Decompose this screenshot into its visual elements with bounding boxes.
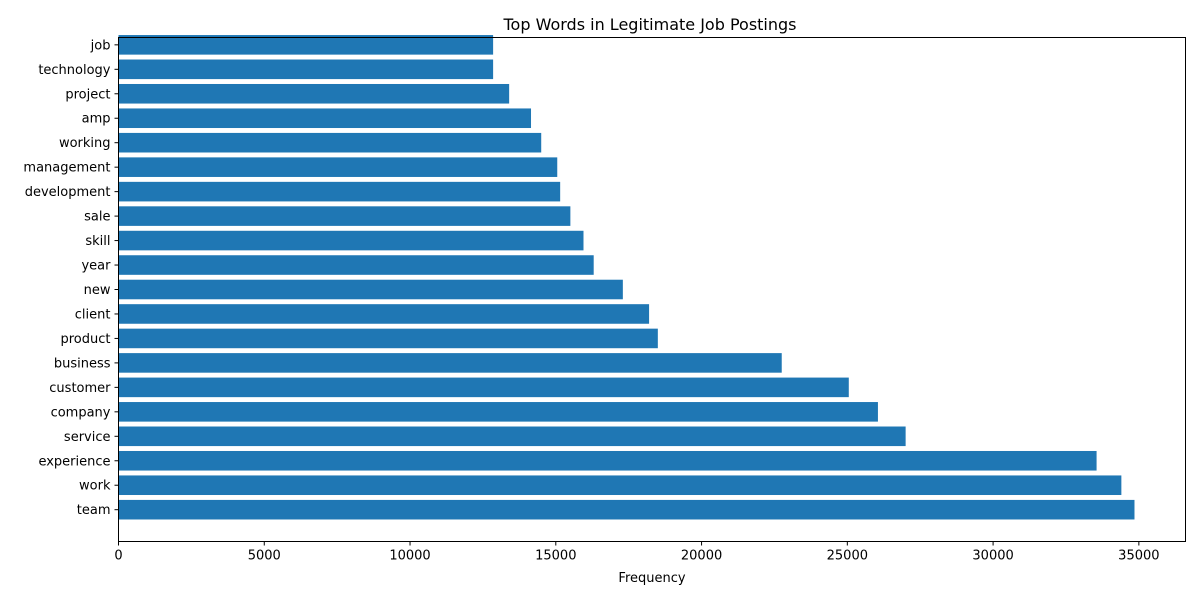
y-tick-label: team <box>77 503 111 518</box>
bar-technology <box>118 59 494 80</box>
y-tick-label: business <box>54 356 111 371</box>
x-axis-ticks: 0 5000 10000 15000 20000 25000 30000 35000 <box>114 541 1160 564</box>
y-tick-label: work <box>79 479 111 494</box>
y-tick-label: management <box>23 161 110 176</box>
y-tick-label: skill <box>85 234 110 249</box>
bar-job <box>118 35 494 55</box>
y-tick-label: amp <box>82 112 111 127</box>
bar-experience <box>118 450 1097 471</box>
bars-group <box>118 35 1135 520</box>
bar-amp <box>118 108 532 129</box>
bar-new <box>118 279 623 300</box>
x-tick-label: 0 <box>114 549 122 564</box>
x-tick-label: 30000 <box>972 549 1013 564</box>
y-tick-label: year <box>81 259 111 274</box>
x-axis-title: Frequency <box>618 571 685 586</box>
bar-client <box>118 304 650 324</box>
y-tick-label: project <box>65 87 110 102</box>
bar-service <box>118 426 906 447</box>
y-tick-label: product <box>60 332 110 347</box>
bar-development <box>118 181 561 202</box>
bar-year <box>118 255 594 275</box>
bar-management <box>118 157 558 177</box>
bar-customer <box>118 377 849 398</box>
x-tick-label: 15000 <box>535 549 576 564</box>
plot-frame <box>118 37 1186 542</box>
bar-sale <box>118 206 571 226</box>
y-tick-label: service <box>64 430 111 445</box>
y-tick-label: development <box>25 185 111 200</box>
bar-work <box>118 475 1122 496</box>
bar-skill <box>118 230 584 251</box>
bar-team <box>118 499 1135 520</box>
bar-working <box>118 132 542 153</box>
y-axis-ticks: team work experience service company customer… <box>23 38 119 518</box>
y-tick-label: experience <box>38 454 110 469</box>
bar-product <box>118 328 658 349</box>
x-tick-label: 25000 <box>827 549 868 564</box>
bar-project <box>118 83 510 104</box>
bar-business <box>118 353 782 373</box>
y-tick-label: customer <box>49 381 111 396</box>
y-tick-label: client <box>75 307 111 322</box>
y-tick-label: working <box>59 136 111 151</box>
x-tick-label: 5000 <box>248 549 281 564</box>
y-tick-label: sale <box>84 210 110 225</box>
x-tick-label: 35000 <box>1118 549 1159 564</box>
chart-title: Top Words in Legitimate Job Postings <box>503 15 797 34</box>
x-tick-label: 20000 <box>681 549 722 564</box>
x-tick-label: 10000 <box>389 549 430 564</box>
y-tick-label: company <box>51 405 111 420</box>
y-tick-label: new <box>84 283 111 298</box>
bar-company <box>118 402 878 422</box>
y-tick-label: technology <box>38 63 110 78</box>
y-tick-label: job <box>90 38 111 53</box>
